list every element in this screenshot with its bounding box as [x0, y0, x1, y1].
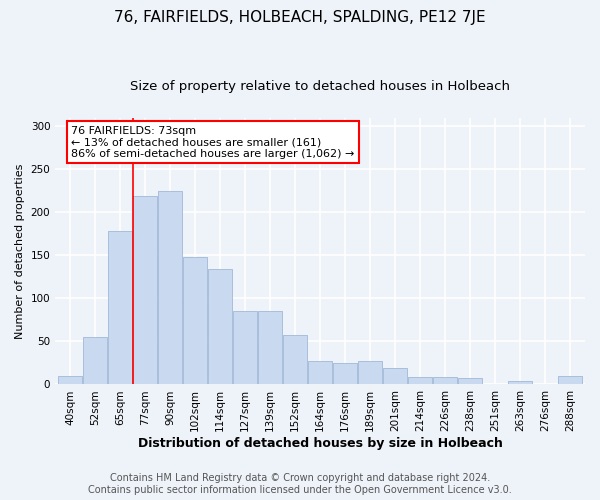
Bar: [158, 191, 182, 384]
Bar: [558, 376, 582, 384]
Bar: [358, 361, 382, 384]
Text: 76 FAIRFIELDS: 73sqm
← 13% of detached houses are smaller (161)
86% of semi-deta: 76 FAIRFIELDS: 73sqm ← 13% of detached h…: [71, 126, 355, 159]
Bar: [333, 363, 357, 384]
Bar: [408, 376, 432, 384]
Bar: [183, 257, 207, 384]
Bar: [58, 376, 82, 384]
Bar: [283, 336, 307, 384]
Y-axis label: Number of detached properties: Number of detached properties: [15, 164, 25, 339]
Text: 76, FAIRFIELDS, HOLBEACH, SPALDING, PE12 7JE: 76, FAIRFIELDS, HOLBEACH, SPALDING, PE12…: [114, 10, 486, 25]
Bar: [208, 269, 232, 384]
Bar: [433, 376, 457, 384]
Text: Contains HM Land Registry data © Crown copyright and database right 2024.
Contai: Contains HM Land Registry data © Crown c…: [88, 474, 512, 495]
Title: Size of property relative to detached houses in Holbeach: Size of property relative to detached ho…: [130, 80, 510, 93]
Bar: [133, 196, 157, 384]
Bar: [108, 232, 132, 384]
Bar: [508, 381, 532, 384]
Bar: [258, 312, 282, 384]
X-axis label: Distribution of detached houses by size in Holbeach: Distribution of detached houses by size …: [137, 437, 503, 450]
Bar: [83, 337, 107, 384]
Bar: [458, 378, 482, 384]
Bar: [383, 368, 407, 384]
Bar: [308, 361, 332, 384]
Bar: [233, 312, 257, 384]
